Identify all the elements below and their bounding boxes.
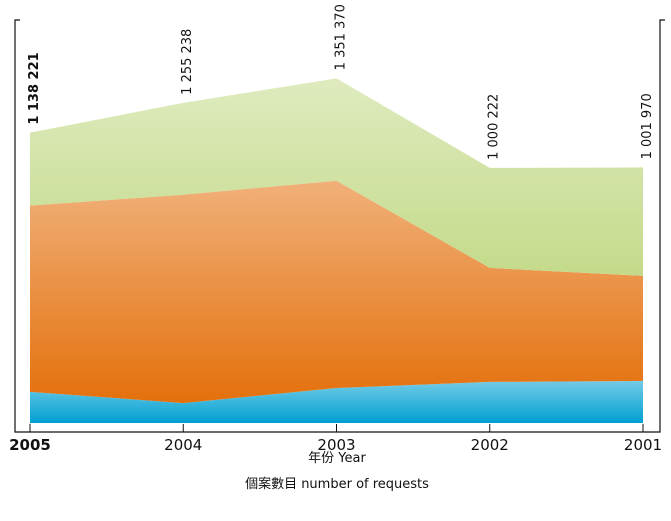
x-tick-label: 2003 xyxy=(317,436,355,454)
x-tick-label: 2004 xyxy=(164,436,202,454)
area xyxy=(30,78,643,276)
area xyxy=(30,380,643,423)
y-axis-title: 個案數目 number of requests xyxy=(245,477,429,492)
data-label: 1 138 221 xyxy=(27,52,42,124)
x-tick-label: 2001 xyxy=(624,436,662,454)
x-axis-title: 年份 Year xyxy=(308,451,366,466)
data-label: 1 255 238 xyxy=(180,29,195,95)
x-tick-label: 2002 xyxy=(471,436,509,454)
data-label: 1 001 970 xyxy=(640,93,655,159)
x-tick-label: 2005 xyxy=(9,436,51,454)
frame xyxy=(14,19,665,433)
data-label: 1 351 370 xyxy=(334,4,349,70)
data-label: 1 000 222 xyxy=(487,94,502,160)
area xyxy=(30,180,643,404)
